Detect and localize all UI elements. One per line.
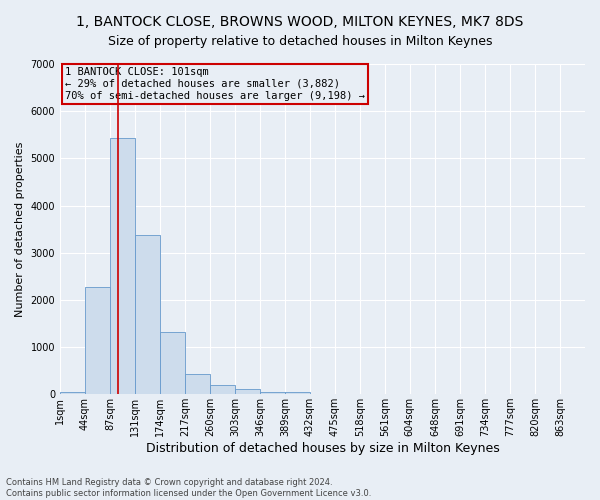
Bar xyxy=(110,138,135,394)
Y-axis label: Number of detached properties: Number of detached properties xyxy=(15,142,25,317)
Text: 1, BANTOCK CLOSE, BROWNS WOOD, MILTON KEYNES, MK7 8DS: 1, BANTOCK CLOSE, BROWNS WOOD, MILTON KE… xyxy=(76,15,524,29)
Text: 1 BANTOCK CLOSE: 101sqm
← 29% of detached houses are smaller (3,882)
70% of semi: 1 BANTOCK CLOSE: 101sqm ← 29% of detache… xyxy=(65,68,365,100)
Text: Contains HM Land Registry data © Crown copyright and database right 2024.
Contai: Contains HM Land Registry data © Crown c… xyxy=(6,478,371,498)
Bar xyxy=(260,392,285,394)
Bar xyxy=(235,390,260,394)
X-axis label: Distribution of detached houses by size in Milton Keynes: Distribution of detached houses by size … xyxy=(146,442,499,455)
Bar xyxy=(85,286,110,394)
Bar xyxy=(210,384,235,394)
Bar xyxy=(285,392,310,394)
Bar xyxy=(60,392,85,394)
Text: Size of property relative to detached houses in Milton Keynes: Size of property relative to detached ho… xyxy=(108,35,492,48)
Bar xyxy=(160,332,185,394)
Bar xyxy=(185,374,210,394)
Bar xyxy=(136,234,160,394)
